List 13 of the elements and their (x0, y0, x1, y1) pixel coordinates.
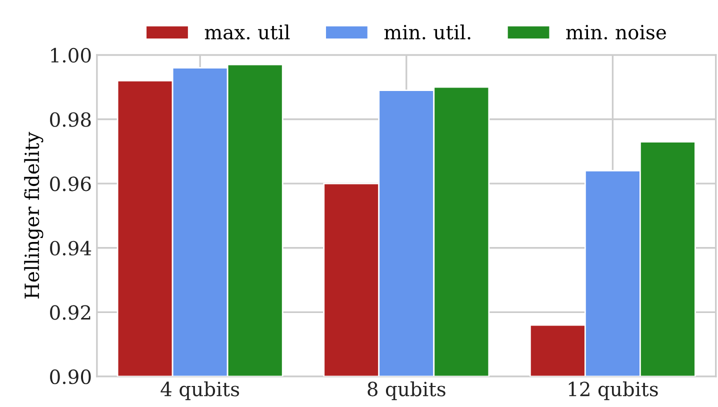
y-tick-label: 0.94 (50, 240, 92, 256)
legend-label: min. noise (566, 24, 666, 40)
y-tick-label: 0.96 (50, 176, 91, 192)
y-axis-title: Hellinger fidelity (24, 132, 44, 298)
y-tick-label: 0.98 (50, 112, 91, 127)
x-tick-label: 12 qubits (568, 381, 658, 400)
y-tick-label: 0.92 (50, 305, 90, 320)
y-tick-label: 0.90 (50, 369, 91, 384)
legend-label: min. util. (384, 24, 470, 40)
legend-label: max. util (204, 24, 290, 40)
y-tick-label: 1.00 (51, 48, 91, 63)
x-tick-label: 4 qubits (160, 381, 240, 400)
x-tick-label: 8 qubits (368, 381, 446, 400)
